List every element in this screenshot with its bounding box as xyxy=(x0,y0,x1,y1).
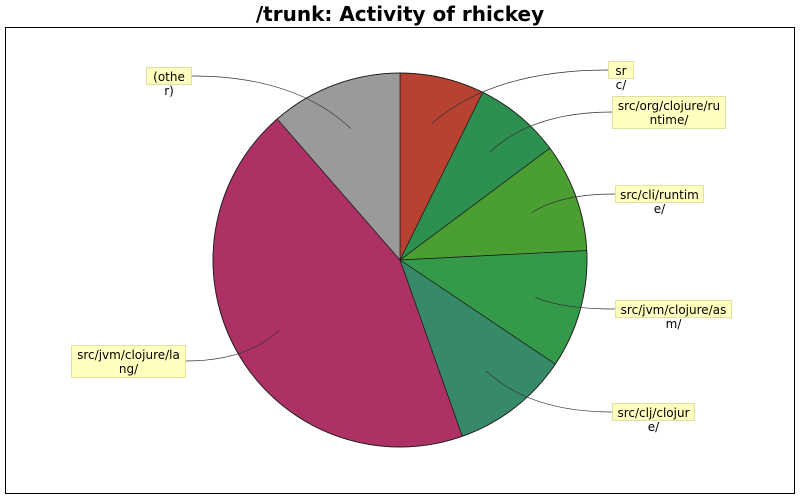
slice-label-src: src/ xyxy=(608,61,634,92)
leader-line xyxy=(185,330,280,362)
leader-line xyxy=(531,193,616,213)
slice-label-src-jvm-clojure-asm: src/jvm/clojure/asm/ xyxy=(615,300,732,331)
leader-line xyxy=(485,370,613,413)
pie-outline xyxy=(212,72,588,448)
leader-line xyxy=(535,297,616,310)
slice-label-src-clj-clojure: src/clj/clojure/ xyxy=(612,403,695,434)
leader-line xyxy=(489,111,613,153)
chart-title: /trunk: Activity of rhickey xyxy=(255,2,545,26)
slice-label-src-org-clojure-runtime: src/org/clojure/runtime/ xyxy=(612,96,726,129)
slice-label-src-cli-runtime: src/cli/runtime/ xyxy=(615,185,704,216)
slice-label-src-jvm-clojure-lang: src/jvm/clojure/lang/ xyxy=(71,345,186,378)
slice-label-other: (other) xyxy=(146,67,192,98)
plot-frame xyxy=(5,27,795,494)
leader-line xyxy=(191,75,352,129)
leader-line xyxy=(431,69,609,124)
